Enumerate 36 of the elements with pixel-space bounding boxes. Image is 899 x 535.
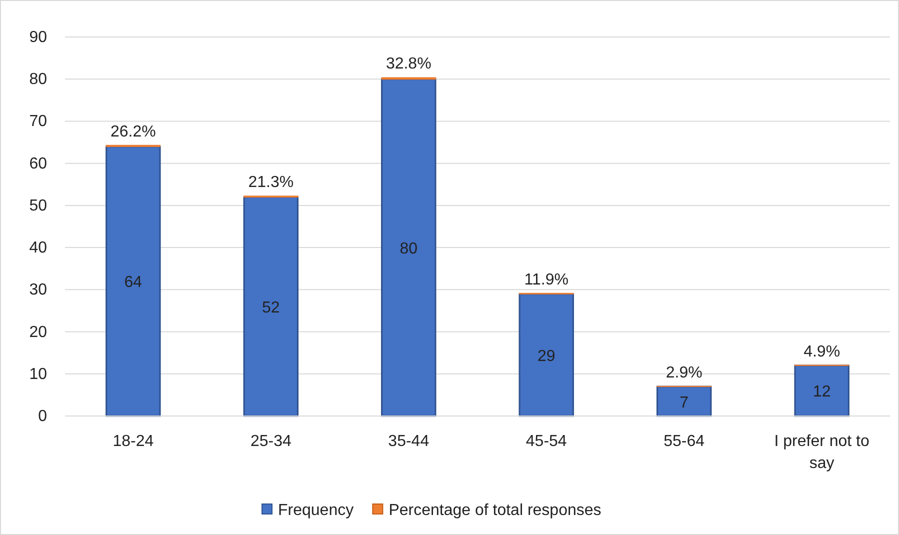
y-tick-label: 80: [29, 71, 48, 88]
x-tick-label: 35-44: [388, 433, 430, 450]
y-tick-label: 20: [29, 324, 48, 341]
x-tick-label: 25-34: [250, 433, 292, 450]
y-tick-label: 50: [29, 197, 48, 214]
data-label: 32.8%: [386, 56, 432, 73]
data-label: 2.9%: [666, 364, 702, 382]
y-tick-label: 0: [38, 408, 48, 425]
data-label: 7: [680, 394, 689, 412]
data-label: 11.9%: [524, 271, 568, 288]
bar: [794, 364, 850, 417]
data-label: 80: [400, 240, 418, 258]
x-tick-label: 45-54: [526, 433, 567, 450]
y-tick-label: 10: [29, 366, 48, 383]
y-tick-label: 40: [29, 240, 48, 257]
data-label: 12: [812, 384, 831, 401]
data-label: 64: [124, 274, 142, 292]
data-label: 26.2%: [110, 123, 156, 140]
data-label: 52: [262, 300, 280, 317]
data-label: 29: [537, 348, 556, 365]
y-tick-label: 30: [29, 282, 48, 299]
bar: [106, 146, 161, 417]
y-tick-label: 90: [29, 29, 48, 46]
bar: [656, 386, 712, 417]
data-label: 4.9%: [804, 343, 840, 360]
y-tick-label: 60: [29, 155, 48, 172]
x-tick-label: 55-64: [664, 433, 705, 450]
y-tick-label: 70: [29, 113, 48, 130]
x-tick-label: 18-24: [112, 433, 154, 450]
x-tick-label: I prefer not to say: [774, 433, 870, 472]
bar: [243, 196, 299, 417]
bar: [381, 78, 436, 417]
bar: [518, 293, 574, 417]
legend-label: Frequency: [278, 502, 354, 519]
legend-label: Percentage of total responses: [388, 502, 602, 519]
data-label: 21.3%: [248, 174, 294, 192]
